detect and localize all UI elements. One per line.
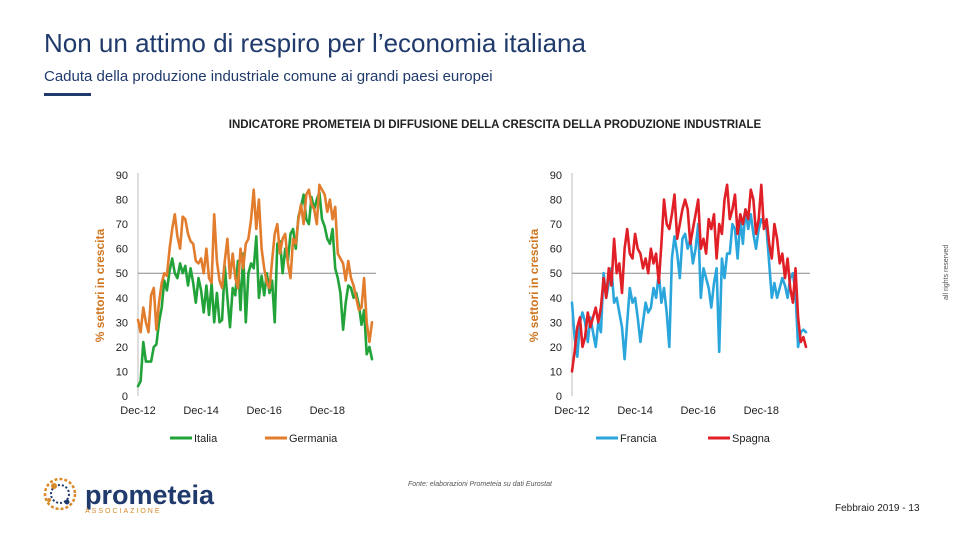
x-tick-label: Dec-18: [744, 405, 779, 417]
y-tick-label: 20: [116, 342, 128, 354]
y-axis-title: % settori in crescita: [93, 228, 107, 342]
series-line-germania: [136, 183, 374, 344]
y-tick-label: 60: [116, 244, 128, 256]
y-tick-label: 30: [116, 317, 128, 329]
globe-dots-icon: [43, 477, 77, 511]
y-tick-label: 10: [116, 366, 128, 378]
y-tick-label: 90: [116, 170, 128, 182]
series-line-spagna: [570, 183, 808, 373]
legend-label-francia: Francia: [620, 433, 658, 445]
legend-label-germania: Germania: [289, 433, 338, 445]
logo-wordmark: prometeia: [85, 480, 215, 510]
legend-label-italia: Italia: [194, 433, 218, 445]
y-tick-label: 80: [550, 195, 562, 207]
y-tick-label: 60: [550, 244, 562, 256]
y-tick-label: 50: [550, 268, 562, 280]
chart-heading: INDICATORE PROMETEIA DI DIFFUSIONE DELLA…: [228, 119, 762, 131]
y-axis-title: % settori in crescita: [527, 228, 541, 342]
y-tick-label: 40: [550, 293, 562, 305]
x-tick-label: Dec-12: [120, 405, 155, 417]
y-tick-label: 70: [116, 219, 128, 231]
y-tick-label: 0: [556, 391, 562, 403]
page-title: Non un attimo di respiro per l’economia …: [44, 28, 586, 58]
y-tick-label: 30: [550, 317, 562, 329]
page-subtitle: Caduta della produzione industriale comu…: [44, 68, 493, 85]
x-tick-label: Dec-16: [246, 405, 281, 417]
y-tick-label: 70: [550, 219, 562, 231]
x-tick-label: Dec-14: [617, 405, 652, 417]
x-tick-label: Dec-12: [554, 405, 589, 417]
series-line-italia: [136, 190, 374, 388]
y-tick-label: 80: [116, 195, 128, 207]
y-tick-label: 50: [116, 268, 128, 280]
prometeia-logo: prometeia ASSOCIAZIONE: [40, 472, 230, 522]
chart-panel-1: 0 10 20 30 40 50 60 70 80 90 Dec-12 Dec-14 Dec-16 Dec…: [93, 170, 376, 445]
y-tick-label: 40: [116, 293, 128, 305]
title-underline: [44, 93, 91, 96]
y-tick-label: 90: [550, 170, 562, 182]
legend-label-spagna: Spagna: [732, 433, 771, 445]
y-tick-label: 20: [550, 342, 562, 354]
y-tick-label: 10: [550, 366, 562, 378]
source-note: Fonte: elaborazioni Prometeia su dati Eu…: [408, 481, 552, 488]
y-tick-label: 0: [122, 391, 128, 403]
logo-tagline: ASSOCIAZIONE: [85, 508, 162, 515]
footer-page-label: Febbraio 2019 - 13: [835, 503, 920, 514]
x-tick-label: Dec-18: [310, 405, 345, 417]
x-tick-label: Dec-14: [183, 405, 218, 417]
x-tick-label: Dec-16: [680, 405, 715, 417]
chart-panel-2: 0 10 20 30 40 50 60 70 80 90 Dec-12 Dec-14 Dec-16 Dec…: [527, 170, 810, 445]
